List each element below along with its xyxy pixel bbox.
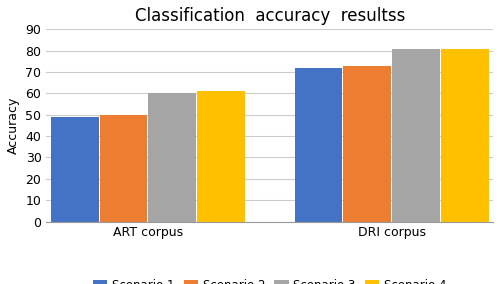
Legend: Scenario 1, Scenario 2, Scenario 3, Scenario 4: Scenario 1, Scenario 2, Scenario 3, Scen… — [88, 274, 452, 284]
Bar — [148, 93, 196, 222]
Y-axis label: Accuracy: Accuracy — [7, 97, 20, 154]
Bar — [100, 115, 148, 222]
Bar — [441, 49, 488, 222]
Title: Classification  accuracy  resultss: Classification accuracy resultss — [134, 7, 405, 25]
Bar — [344, 66, 391, 222]
Bar — [51, 117, 98, 222]
Bar — [294, 68, 343, 222]
Bar — [392, 49, 440, 222]
Bar — [197, 91, 245, 222]
